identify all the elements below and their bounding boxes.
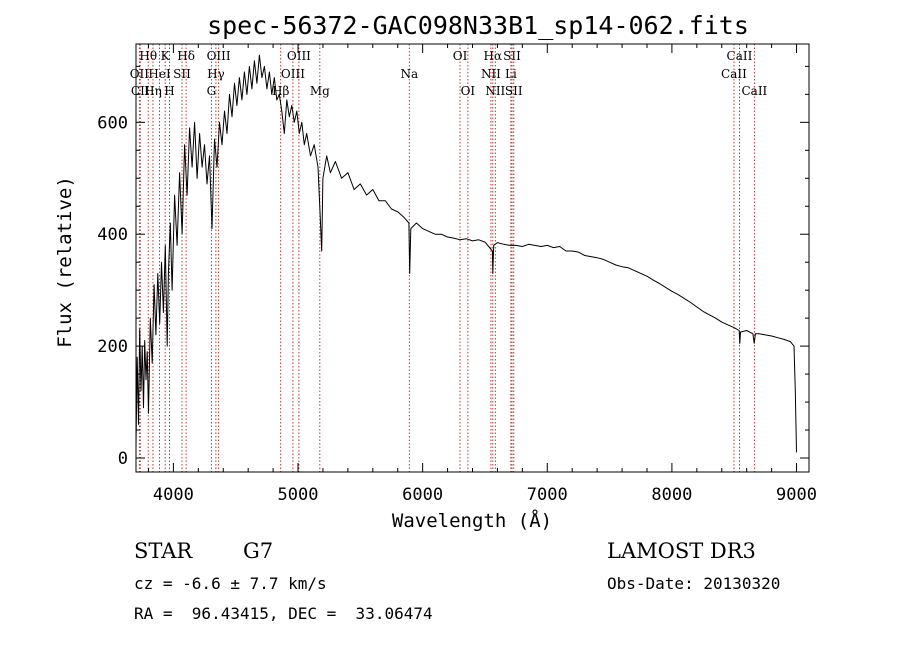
coordinates: RA = 96.43415, DEC = 33.06474: [134, 604, 433, 623]
y-axis-label: Flux (relative): [54, 176, 76, 348]
line-marker-label: OI: [461, 84, 476, 98]
x-axis-label: Wavelength (Å): [392, 509, 552, 532]
line-marker-label: SII: [505, 84, 523, 98]
line-marker-label: H: [164, 84, 174, 98]
chart-title: spec-56372-GAC098N33B1_sp14-062.fits: [207, 11, 749, 40]
y-tick-label: 0: [118, 449, 128, 469]
x-tick-label: 4000: [153, 485, 194, 505]
y-tick-label: 600: [97, 113, 128, 133]
line-marker-label: SII: [173, 67, 191, 81]
line-marker-label: Hθ: [139, 49, 157, 63]
survey-name: LAMOST DR3: [607, 539, 756, 563]
line-marker-label: NII: [485, 84, 505, 98]
flux-series-line: [135, 54, 797, 453]
obs-date: Obs-Date: 20130320: [607, 574, 781, 593]
line-marker-label: Hβ: [272, 84, 289, 98]
line-marker-label: Na: [400, 67, 418, 81]
x-tick-label: 9000: [776, 485, 817, 505]
plot-area: [135, 54, 797, 453]
object-type: STAR: [134, 539, 193, 563]
line-marker-label: Li: [505, 67, 517, 81]
line-marker-label: Hγ: [207, 67, 225, 81]
line-marker-label: OI: [453, 49, 468, 63]
line-marker-label: SII: [503, 49, 521, 63]
line-marker-label: OIII: [287, 49, 311, 63]
x-tick-label: 5000: [278, 485, 319, 505]
line-marker-label: Mg: [310, 84, 330, 98]
line-marker-label: Hη: [144, 84, 162, 98]
line-marker-label: OIII: [207, 49, 231, 63]
x-tick-label: 8000: [651, 485, 692, 505]
x-tick-label: 6000: [402, 485, 443, 505]
x-tick-label: 7000: [527, 485, 568, 505]
line-marker-label: HeI: [148, 67, 171, 81]
plot-frame: [135, 43, 810, 473]
spectral-subclass: G7: [243, 539, 274, 563]
line-marker-label: CaII: [721, 67, 747, 81]
line-marker-label: OIII: [281, 67, 305, 81]
y-tick-label: 200: [97, 337, 128, 357]
line-marker-label: OII: [130, 67, 150, 81]
line-marker-label: Hα: [484, 49, 503, 63]
line-marker-label: CaII: [741, 84, 767, 98]
line-marker-label: Hδ: [177, 49, 195, 63]
redshift-readout: cz = -6.6 ± 7.7 km/s: [134, 574, 327, 593]
line-marker-label: CaII: [727, 49, 753, 63]
axis-ticks: 4000 5000 6000 7000 8000 9000 0 200 400 600: [97, 44, 817, 505]
line-marker-label: K: [161, 49, 171, 63]
y-tick-label: 400: [97, 225, 128, 245]
line-marker-label: G: [207, 84, 217, 98]
line-marker-label: NII: [481, 67, 501, 81]
